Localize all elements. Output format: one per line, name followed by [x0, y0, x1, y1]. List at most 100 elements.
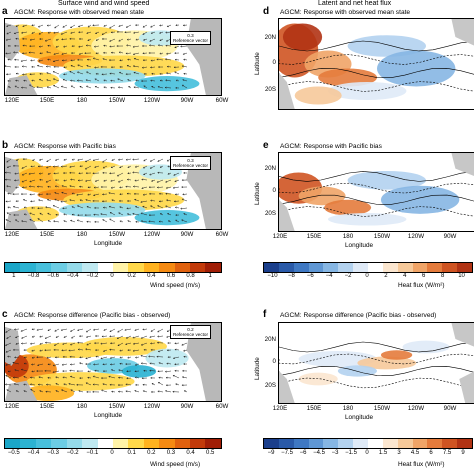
- colorbar-cell: [353, 439, 369, 448]
- lat-tick-label: 20S: [264, 86, 276, 93]
- colorbar-cell: [382, 439, 398, 448]
- panel-b-title: AGCM: Response with Pacific bias: [14, 143, 116, 150]
- colorbar-tick-label: −4.5: [313, 450, 325, 456]
- wind-colorbar-top-title: Wind speed (m/s): [150, 282, 201, 289]
- panel-a-label: a: [2, 6, 8, 17]
- colorbar-tick-label: −0.3: [47, 450, 60, 456]
- heat-flux-field-svg: [279, 19, 474, 109]
- colorbar-cell: [442, 263, 458, 272]
- colorbar-cell: [457, 263, 473, 272]
- colorbar-cell: [190, 263, 206, 272]
- lon-tick-label: 120W: [143, 231, 161, 238]
- colorbar-tick-label: 0: [365, 450, 369, 456]
- colorbar-cell: [323, 439, 339, 448]
- lon-tick-label: 150E: [306, 233, 322, 240]
- panel-b-xlabel: Longitude: [94, 240, 123, 247]
- colorbar-tick-label: 10: [458, 273, 465, 279]
- colorbar-cell: [412, 439, 428, 448]
- lon-tick-label: 60W: [215, 403, 229, 410]
- colorbar-tick-label: 6: [429, 450, 433, 456]
- lon-tick-label: 120E: [4, 231, 20, 238]
- right-column-title: Latent and net heat flux: [318, 0, 392, 7]
- colorbar-cell: [427, 439, 443, 448]
- colorbar-tick-label: −0.4: [27, 450, 40, 456]
- colorbar-cell: [190, 439, 206, 448]
- colorbar-cell: [51, 263, 67, 272]
- panel-c-label: c: [2, 309, 8, 320]
- panel-b-reference-vector: 0.3 Reference vector: [170, 156, 211, 170]
- colorbar-cell: [20, 263, 36, 272]
- wind-field-svg: [5, 153, 221, 229]
- lon-tick-label: 120E: [4, 403, 20, 410]
- colorbar-cell: [97, 263, 113, 272]
- panel-f-xlabel: Longitude: [345, 414, 374, 421]
- heat-colorbar-top: [263, 262, 473, 273]
- panel-d-title: AGCM: Response with observed mean state: [280, 9, 411, 16]
- colorbar-cell: [159, 439, 175, 448]
- colorbar-cell: [338, 263, 354, 272]
- colorbar-cell: [128, 263, 144, 272]
- panel-e-title: AGCM: Response with Pacific bias: [280, 143, 382, 150]
- panel-c-title: AGCM: Response difference (Pacific bias …: [14, 312, 171, 319]
- colorbar-tick-label: 0.8: [186, 273, 195, 279]
- lon-tick-label: 60W: [215, 231, 229, 238]
- panel-c-lon-ticks: 120E 150E 180 150W 120W 90W 60W: [0, 403, 230, 411]
- colorbar-tick-label: 8: [440, 273, 445, 279]
- panel-b-lon-ticks: 120E 150E 180 150W 120W 90W 60W: [0, 231, 230, 239]
- lon-tick-label: 180: [76, 231, 88, 238]
- lat-tick-label: 0: [272, 187, 276, 194]
- colorbar-tick-label: −3: [331, 450, 339, 456]
- colorbar-cell: [51, 439, 67, 448]
- colorbar-tick-label: −0.1: [86, 450, 99, 456]
- heat-flux-field-svg: [279, 153, 474, 231]
- panel-f-map: [278, 322, 474, 404]
- colorbar-tick-label: 0.3: [166, 450, 176, 456]
- colorbar-cell: [264, 439, 279, 448]
- lat-tick-label: 0: [272, 59, 276, 66]
- colorbar-tick-label: −0.6: [47, 273, 60, 279]
- colorbar-cell: [20, 439, 36, 448]
- colorbar-cell: [278, 439, 294, 448]
- panel-a-title: AGCM: Response with observed mean state: [14, 9, 145, 16]
- colorbar-tick-label: 0.2: [127, 273, 136, 279]
- colorbar-cell: [159, 263, 175, 272]
- heat-colorbar-top-ticks: −10 −8 −6 −4 −2 0 2 4 6 8 10: [263, 273, 471, 281]
- colorbar-tick-label: 0.4: [186, 450, 195, 456]
- lon-tick-label: 120E: [272, 405, 288, 412]
- colorbar-tick-label: −1.5: [345, 450, 357, 456]
- colorbar-tick-label: 4.5: [410, 450, 420, 456]
- colorbar-tick-label: 6: [422, 273, 426, 279]
- lon-tick-label: 180: [76, 403, 88, 410]
- ref-text: Reference vector: [173, 163, 208, 168]
- lon-tick-label: 120E: [272, 233, 288, 240]
- colorbar-cell: [66, 439, 83, 448]
- colorbar-cell: [353, 263, 369, 272]
- colorbar-cell: [397, 439, 413, 448]
- colorbar-tick-label: 3: [397, 450, 401, 456]
- lon-tick-label: 120W: [407, 405, 425, 412]
- colorbar-tick-label: 0.2: [147, 450, 156, 456]
- colorbar-cell: [308, 263, 324, 272]
- heat-colorbar-top-title: Heat flux (W/m²): [398, 282, 445, 289]
- panel-e-lon-ticks: 120E 150E 180 150W 120W 90W: [270, 233, 474, 241]
- colorbar-cell: [278, 263, 294, 272]
- colorbar-cell: [442, 439, 458, 448]
- lon-tick-label: 150W: [373, 405, 391, 412]
- colorbar-tick-label: 1: [12, 273, 16, 279]
- colorbar-tick-label: −9: [267, 450, 275, 456]
- panel-d-map: [278, 18, 474, 110]
- lon-tick-label: 90W: [180, 97, 194, 104]
- lat-tick-label: 20N: [264, 335, 276, 343]
- panel-f-ylabel: Latitude: [254, 357, 261, 380]
- colorbar-cell: [35, 439, 52, 448]
- lon-tick-label: 90W: [180, 403, 194, 410]
- lat-tick-label: 0: [272, 358, 276, 365]
- lon-tick-label: 150E: [39, 97, 55, 104]
- colorbar-cell: [35, 263, 52, 272]
- ref-text: Reference vector: [173, 38, 208, 43]
- lon-tick-label: 90W: [443, 233, 457, 240]
- colorbar-cell: [128, 439, 144, 448]
- wind-colorbar-bottom-title: Wind speed (m/s): [150, 461, 201, 468]
- colorbar-cell: [82, 439, 98, 448]
- lon-tick-label: 90W: [443, 405, 457, 412]
